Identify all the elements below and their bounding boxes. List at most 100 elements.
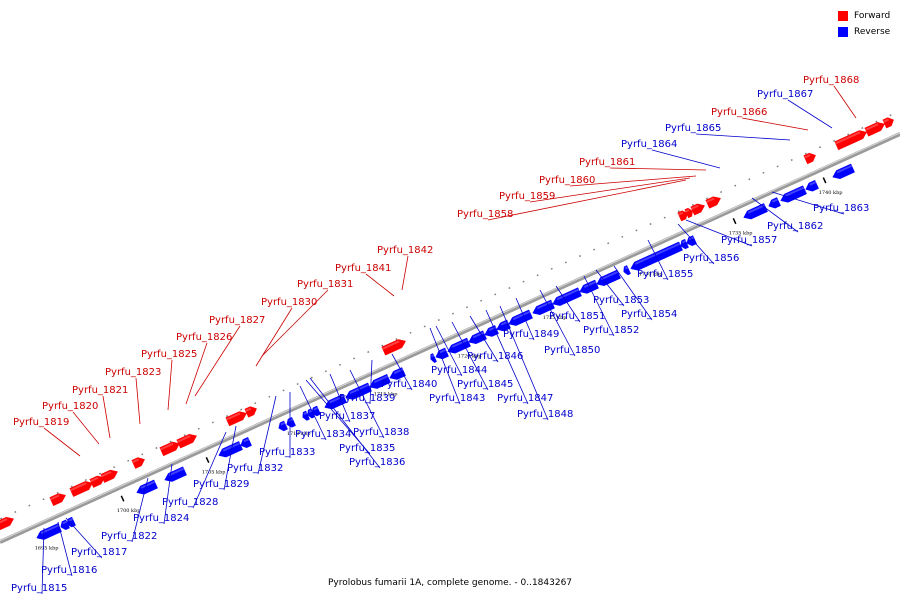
gene-reverse-29[interactable] (680, 238, 689, 250)
label-pyrfu-1832[interactable]: Pyrfu_1832 (227, 395, 283, 475)
label-pyrfu-1844[interactable]: Pyrfu_1844 (431, 325, 487, 377)
gene-reverse-30[interactable] (686, 235, 697, 247)
label-pyrfu-1855[interactable]: Pyrfu_1855 (637, 239, 693, 281)
gene-forward-12[interactable] (684, 207, 693, 219)
label-pyrfu-1861[interactable]: Pyrfu_1861 (579, 157, 707, 171)
label-pyrfu-1829[interactable]: Pyrfu_1829 (193, 425, 249, 491)
label-pyrfu-1816[interactable]: Pyrfu_1816 (41, 521, 97, 577)
gene-forward-10[interactable] (381, 339, 406, 356)
gene-forward-8[interactable] (225, 411, 247, 427)
label-pyrfu-1866[interactable]: Pyrfu_1866 (711, 107, 809, 131)
label-pyrfu-1834[interactable]: Pyrfu_1834 (295, 385, 351, 441)
gene-reverse-28[interactable] (630, 241, 683, 271)
label-pyrfu-1820[interactable]: Pyrfu_1820 (42, 401, 100, 445)
label-pyrfu-1859[interactable]: Pyrfu_1859 (499, 177, 691, 203)
label-pyrfu-1833[interactable]: Pyrfu_1833 (259, 392, 315, 458)
label-pyrfu-1828[interactable]: Pyrfu_1828 (162, 431, 227, 509)
gene-forward-7[interactable] (176, 433, 197, 449)
label-pyrfu-1843[interactable]: Pyrfu_1843 (429, 327, 485, 405)
gene-forward-0[interactable] (0, 516, 14, 532)
gene-reverse-11[interactable] (311, 405, 321, 417)
gene-reverse-8[interactable] (286, 417, 296, 428)
label-pyrfu-1853[interactable]: Pyrfu_1853 (593, 269, 649, 307)
label-pyrfu-1831[interactable]: Pyrfu_1831 (261, 279, 353, 357)
gene-reverse-0[interactable] (36, 523, 62, 540)
gene-forward-18[interactable] (882, 117, 894, 129)
gene-reverse-27[interactable] (623, 265, 631, 276)
gene-reverse-24[interactable] (552, 287, 582, 306)
label-pyrfu-1862[interactable]: Pyrfu_1862 (751, 197, 823, 233)
label-pyrfu-1860[interactable]: Pyrfu_1860 (539, 175, 697, 187)
label-pyrfu-1839[interactable]: Pyrfu_1839 (339, 359, 395, 405)
label-pyrfu-1845[interactable]: Pyrfu_1845 (451, 321, 513, 391)
gene-reverse-19[interactable] (468, 330, 487, 345)
label-pyrfu-1819[interactable]: Pyrfu_1819 (13, 417, 81, 457)
gene-reverse-12[interactable] (324, 393, 347, 410)
gene-forward-5[interactable] (131, 457, 145, 469)
gene-forward-15[interactable] (803, 152, 816, 165)
label-pyrfu-1852[interactable]: Pyrfu_1852 (583, 275, 639, 337)
gene-forward-4[interactable] (100, 469, 118, 483)
label-pyrfu-1840[interactable]: Pyrfu_1840 (381, 353, 437, 391)
label-pyrfu-1841[interactable]: Pyrfu_1841 (335, 263, 395, 297)
gene-reverse-20[interactable] (484, 325, 499, 337)
gene-reverse-17[interactable] (435, 347, 449, 360)
gene-forward-9[interactable] (244, 406, 257, 418)
label-pyrfu-1851[interactable]: Pyrfu_1851 (549, 285, 605, 323)
gene-forward-16[interactable] (834, 130, 867, 151)
gene-reverse-9[interactable] (302, 410, 310, 421)
label-pyrfu-1850[interactable]: Pyrfu_1850 (539, 289, 600, 357)
legend-reverse[interactable]: Reverse (838, 24, 890, 40)
label-pyrfu-1825[interactable]: Pyrfu_1825 (141, 349, 197, 411)
label-pyrfu-1823[interactable]: Pyrfu_1823 (105, 367, 161, 425)
label-pyrfu-1822[interactable]: Pyrfu_1822 (101, 477, 157, 543)
gene-reverse-26[interactable] (596, 269, 621, 286)
gene-reverse-23[interactable] (532, 299, 555, 315)
gene-forward-11[interactable] (677, 210, 688, 222)
label-pyrfu-1848[interactable]: Pyrfu_1848 (499, 305, 573, 421)
gene-forward-13[interactable] (690, 203, 705, 216)
label-pyrfu-1837[interactable]: Pyrfu_1837 (319, 373, 375, 423)
label-pyrfu-1830[interactable]: Pyrfu_1830 (255, 297, 317, 367)
label-pyrfu-1838[interactable]: Pyrfu_1838 (349, 369, 409, 439)
gene-reverse-31[interactable] (743, 203, 768, 220)
label-pyrfu-1821[interactable]: Pyrfu_1821 (72, 385, 128, 439)
label-pyrfu-1815[interactable]: Pyrfu_1815 (11, 527, 67, 595)
gene-reverse-3[interactable] (136, 479, 158, 495)
gene-forward-14[interactable] (705, 196, 721, 209)
label-pyrfu-1817[interactable]: Pyrfu_1817 (65, 517, 127, 559)
label-pyrfu-1868[interactable]: Pyrfu_1868 (803, 75, 859, 119)
label-pyrfu-1854[interactable]: Pyrfu_1854 (613, 265, 677, 321)
label-pyrfu-1826[interactable]: Pyrfu_1826 (176, 332, 232, 405)
gene-forward-2[interactable] (69, 481, 93, 497)
gene-reverse-32[interactable] (768, 197, 781, 209)
label-pyrfu-1865[interactable]: Pyrfu_1865 (665, 123, 791, 141)
gene-reverse-7[interactable] (278, 420, 288, 432)
label-pyrfu-1857[interactable]: Pyrfu_1857 (685, 219, 777, 247)
gene-reverse-1[interactable] (60, 519, 70, 531)
gene-reverse-34[interactable] (805, 179, 819, 192)
gene-reverse-10[interactable] (307, 408, 315, 419)
gene-reverse-35[interactable] (832, 163, 855, 179)
gene-reverse-33[interactable] (780, 185, 807, 203)
label-pyrfu-1849[interactable]: Pyrfu_1849 (503, 297, 559, 341)
gene-reverse-22[interactable] (508, 309, 533, 326)
label-pyrfu-1864[interactable]: Pyrfu_1864 (621, 139, 721, 169)
label-pyrfu-1856[interactable]: Pyrfu_1856 (677, 223, 739, 265)
gene-forward-3[interactable] (89, 475, 105, 488)
gene-reverse-14[interactable] (369, 373, 391, 389)
legend-forward[interactable]: Forward (838, 8, 890, 24)
gene-reverse-4[interactable] (164, 466, 187, 482)
gene-forward-1[interactable] (49, 493, 66, 507)
gene-reverse-5[interactable] (218, 441, 243, 458)
gene-forward-6[interactable] (159, 441, 180, 457)
label-pyrfu-1863[interactable]: Pyrfu_1863 (771, 191, 869, 215)
label-pyrfu-1836[interactable]: Pyrfu_1836 (309, 377, 405, 469)
label-pyrfu-1846[interactable]: Pyrfu_1846 (467, 315, 523, 363)
label-pyrfu-1858[interactable]: Pyrfu_1858 (457, 179, 687, 221)
label-pyrfu-1824[interactable]: Pyrfu_1824 (133, 463, 189, 525)
label-pyrfu-1867[interactable]: Pyrfu_1867 (757, 89, 833, 129)
gene-reverse-16[interactable] (430, 353, 437, 363)
gene-forward-17[interactable] (864, 122, 885, 137)
label-pyrfu-1847[interactable]: Pyrfu_1847 (485, 309, 553, 405)
